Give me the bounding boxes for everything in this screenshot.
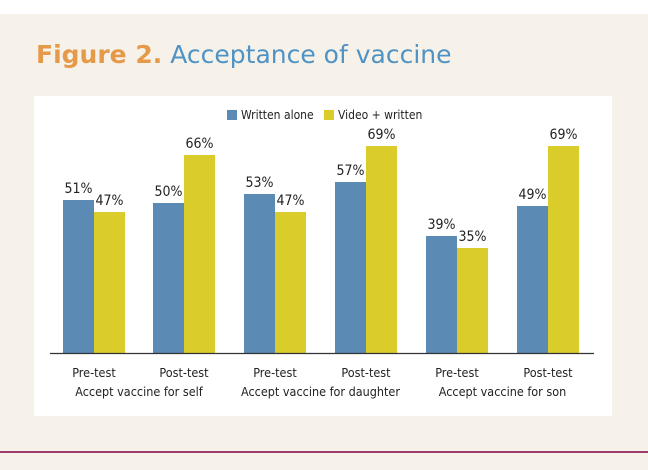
- group-label-1: Accept vaccine for self: [75, 384, 203, 399]
- legend-swatch-1: [227, 110, 237, 120]
- bar-2-2: [184, 155, 215, 353]
- data-label-2-5: 35%: [459, 229, 487, 245]
- data-label-1-6: 49%: [519, 187, 547, 203]
- data-label-1-2: 50%: [155, 184, 183, 200]
- figure-title-text: Acceptance of vaccine: [170, 40, 452, 69]
- x-tick-label-6: Post-test: [523, 365, 573, 380]
- data-label-2-1: 47%: [96, 193, 124, 209]
- group-labels: Accept vaccine for self Accept vaccine fo…: [75, 384, 566, 399]
- x-tick-labels: Pre-test Post-test Pre-test Post-test Pre-te…: [72, 365, 573, 380]
- chart-legend: Written alone Video + written: [227, 108, 422, 122]
- bar-2-4: [366, 146, 397, 353]
- x-tick-label-5: Pre-test: [435, 365, 479, 380]
- group-label-3: Accept vaccine for son: [439, 384, 566, 399]
- bar-2-3: [275, 212, 306, 353]
- legend-label-2: Video + written: [338, 108, 422, 122]
- data-label-2-2: 66%: [186, 136, 214, 152]
- data-label-1-5: 39%: [428, 217, 456, 233]
- data-label-2-4: 69%: [368, 127, 396, 143]
- figure-title: Figure 2. Acceptance of vaccine: [36, 40, 452, 70]
- legend-swatch-2: [324, 110, 334, 120]
- bar-2-5: [457, 248, 488, 353]
- top-strip: [0, 0, 648, 14]
- chart-panel: Written alone Video + written 51% 47% 50% 66…: [34, 96, 612, 416]
- x-tick-label-4: Post-test: [341, 365, 391, 380]
- bar-1-4: [335, 182, 366, 353]
- group-label-2: Accept vaccine for daughter: [241, 384, 400, 399]
- data-label-2-6: 69%: [550, 127, 578, 143]
- data-label-1-3: 53%: [246, 175, 274, 191]
- bar-1-2: [153, 203, 184, 353]
- bar-chart: Written alone Video + written 51%47%50%66…: [50, 108, 594, 399]
- bar-1-1: [63, 200, 94, 353]
- bar-2-6: [548, 146, 579, 353]
- bottom-rule: [0, 451, 648, 453]
- data-label-1-1: 51%: [65, 181, 93, 197]
- data-labels: 51%47%50%66%53%47%57%69%39%35%49%69%: [65, 127, 578, 245]
- x-tick-label-3: Pre-test: [253, 365, 297, 380]
- data-label-1-4: 57%: [337, 163, 365, 179]
- figure-label: Figure 2.: [36, 40, 163, 69]
- bar-2-1: [94, 212, 125, 353]
- bar-1-5: [426, 236, 457, 353]
- data-label-2-3: 47%: [277, 193, 305, 209]
- bar-marks: [63, 146, 579, 353]
- bar-1-3: [244, 194, 275, 353]
- legend-label-1: Written alone: [241, 108, 314, 122]
- x-tick-label-2: Post-test: [159, 365, 209, 380]
- x-tick-label-1: Pre-test: [72, 365, 116, 380]
- bar-1-6: [517, 206, 548, 353]
